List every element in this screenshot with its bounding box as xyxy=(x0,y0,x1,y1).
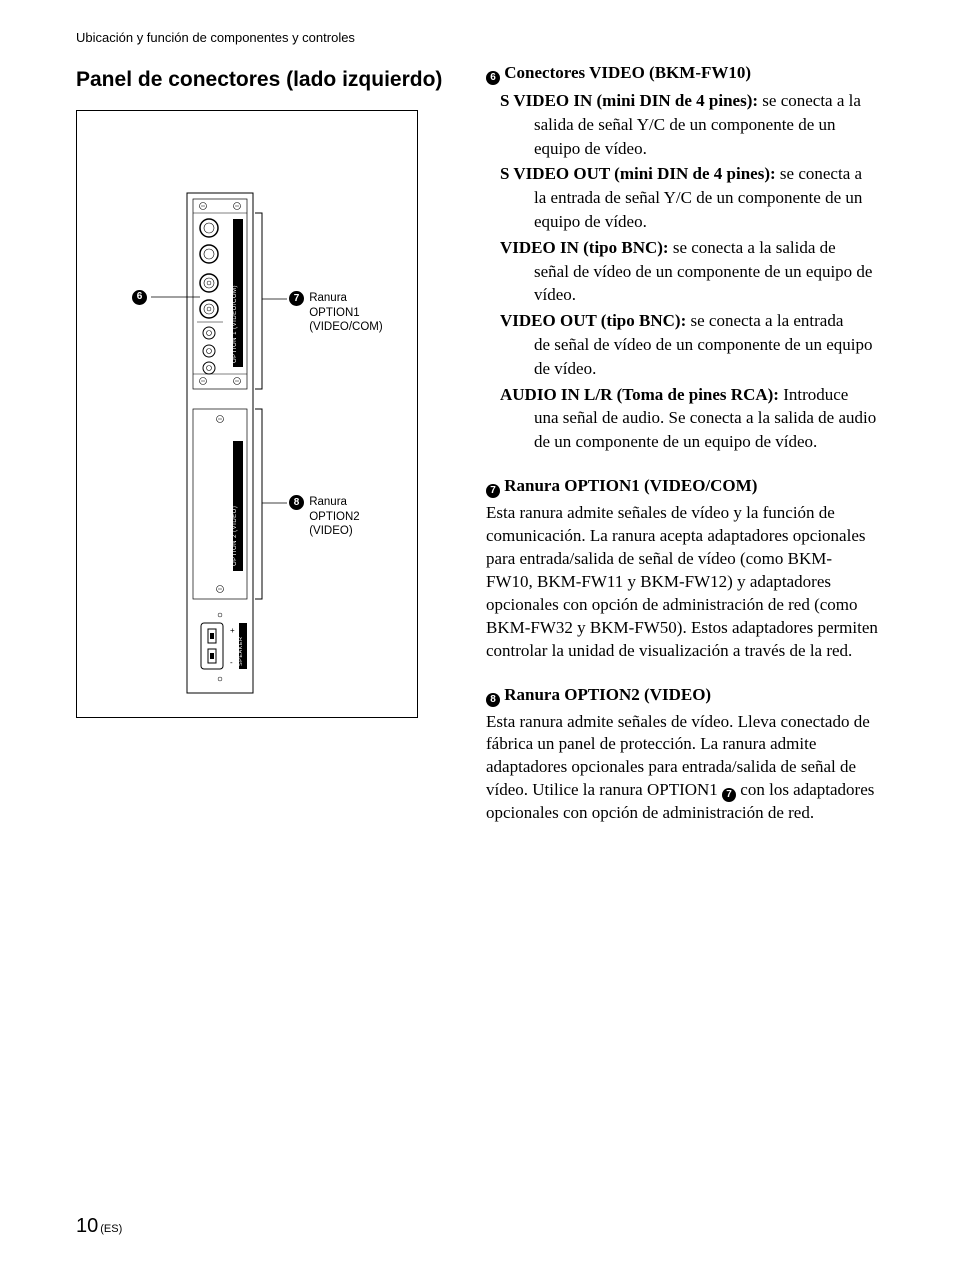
svg-text:-: - xyxy=(230,658,233,667)
s6-item-3-label: VIDEO OUT (tipo BNC): xyxy=(500,311,686,330)
page: Ubicación y función de componentes y con… xyxy=(0,0,954,1274)
s6-item-1: S VIDEO OUT (mini DIN de 4 pines): se co… xyxy=(486,162,878,233)
column-right: 6 Conectores VIDEO (BKM-FW10) S VIDEO IN… xyxy=(486,61,878,845)
s6-item-2-first: se conecta a la salida de xyxy=(669,238,836,257)
s6-item-0: S VIDEO IN (mini DIN de 4 pines): se con… xyxy=(486,89,878,160)
section-8-head: 8 Ranura OPTION2 (VIDEO) xyxy=(486,683,878,707)
s6-item-1-first: se conecta a xyxy=(776,164,862,183)
section-heading: Panel de conectores (lado izquierdo) xyxy=(76,67,456,92)
section-8-inline-num: 7 xyxy=(722,788,736,802)
callout-8-num: 8 xyxy=(289,495,304,510)
speaker-label: SPEAKER xyxy=(238,620,245,666)
s6-item-3-first: se conecta a la entrada xyxy=(686,311,843,330)
breadcrumb: Ubicación y función de componentes y con… xyxy=(76,30,878,45)
section-7-body: Esta ranura admite señales de vídeo y la… xyxy=(486,502,878,663)
connector-diagram: + - OPTION 1 (VIDEO/COM) OPTION 2 (VIDEO… xyxy=(76,110,418,718)
callout-6: 6 xyxy=(132,289,147,305)
s6-item-4-first: Introduce xyxy=(779,385,848,404)
svg-text:+: + xyxy=(230,626,235,635)
s6-item-4-label: AUDIO IN L/R (Toma de pines RCA): xyxy=(500,385,779,404)
page-number: 10(ES) xyxy=(76,1215,122,1238)
slot1-label: OPTION 1 (VIDEO/COM) xyxy=(232,215,240,363)
s6-item-2-body: señal de vídeo de un componente de un eq… xyxy=(500,260,878,308)
callout-6-num: 6 xyxy=(132,290,147,305)
s6-item-2-label: VIDEO IN (tipo BNC): xyxy=(500,238,669,257)
page-number-suffix: (ES) xyxy=(100,1223,122,1235)
section-6-num: 6 xyxy=(486,71,500,85)
s6-item-4-body: una señal de audio. Se conecta a la sali… xyxy=(500,406,878,454)
callout-7-num: 7 xyxy=(289,291,304,306)
s6-item-0-body: salida de señal Y/C de un componente de … xyxy=(500,113,878,161)
page-number-value: 10 xyxy=(76,1215,98,1237)
s6-item-1-label: S VIDEO OUT (mini DIN de 4 pines): xyxy=(500,164,776,183)
section-6-head: 6 Conectores VIDEO (BKM-FW10) xyxy=(486,61,878,85)
section-8-num: 8 xyxy=(486,693,500,707)
section-6-title: Conectores VIDEO (BKM-FW10) xyxy=(504,63,751,82)
column-left: Panel de conectores (lado izquierdo) xyxy=(76,61,456,845)
s6-item-0-label: S VIDEO IN (mini DIN de 4 pines): xyxy=(500,91,758,110)
diagram-svg: + - xyxy=(77,111,419,719)
s6-item-4: AUDIO IN L/R (Toma de pines RCA): Introd… xyxy=(486,383,878,454)
s6-item-3: VIDEO OUT (tipo BNC): se conecta a la en… xyxy=(486,309,878,380)
section-7-title: Ranura OPTION1 (VIDEO/COM) xyxy=(504,476,757,495)
callout-8-line3: (VIDEO) xyxy=(309,525,352,537)
callout-7-line1: Ranura xyxy=(309,292,347,304)
section-7-head: 7 Ranura OPTION1 (VIDEO/COM) xyxy=(486,474,878,498)
s6-item-2: VIDEO IN (tipo BNC): se conecta a la sal… xyxy=(486,236,878,307)
section-8-title: Ranura OPTION2 (VIDEO) xyxy=(504,685,711,704)
section-8-body: Esta ranura admite señales de vídeo. Lle… xyxy=(486,711,878,826)
callout-7: 7 Ranura OPTION1 (VIDEO/COM) xyxy=(289,291,383,334)
slot2-label: OPTION 2 (VIDEO) xyxy=(232,436,240,566)
callout-7-line3: (VIDEO/COM) xyxy=(309,321,382,333)
section-7-num: 7 xyxy=(486,484,500,498)
callout-8-line1: Ranura xyxy=(309,496,347,508)
callout-8: 8 Ranura OPTION2 (VIDEO) xyxy=(289,495,360,538)
callout-8-line2: OPTION2 xyxy=(309,511,359,523)
content-columns: Panel de conectores (lado izquierdo) xyxy=(76,61,878,845)
callout-7-line2: OPTION1 xyxy=(309,307,359,319)
s6-item-3-body: de señal de vídeo de un componente de un… xyxy=(500,333,878,381)
s6-item-0-first: se conecta a la xyxy=(758,91,861,110)
s6-item-1-body: la entrada de señal Y/C de un componente… xyxy=(500,186,878,234)
